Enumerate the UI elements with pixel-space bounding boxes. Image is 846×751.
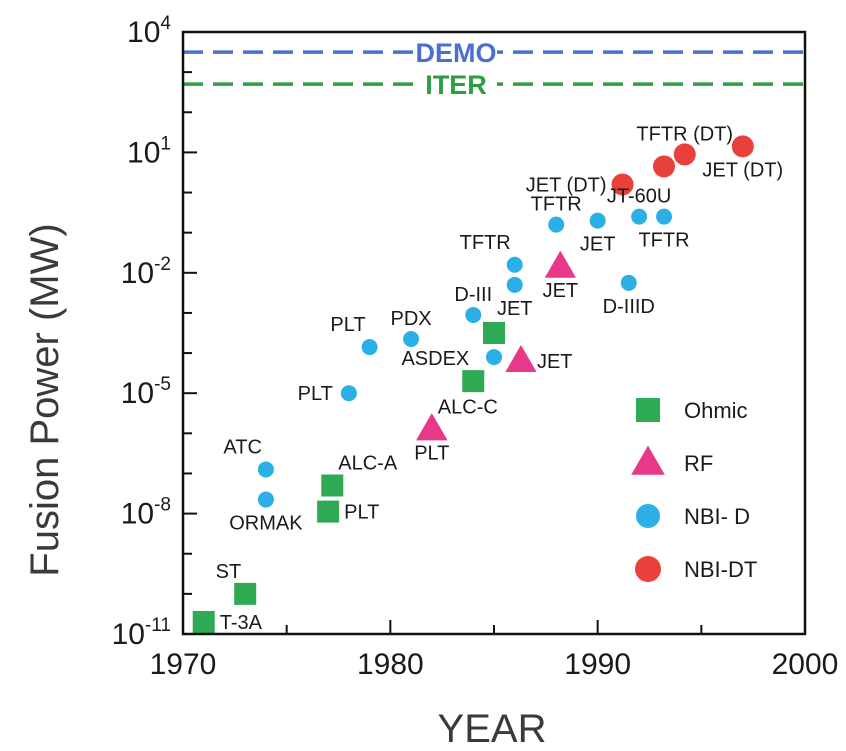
x-tick-label: 1980 [357,648,424,681]
y-tick-label: 10-8 [121,495,171,531]
point-label: D-IIID [603,296,655,318]
point-nbi-d [620,274,637,291]
point-rf [505,344,537,373]
y-axis-title: Fusion Power (MW) [23,223,67,576]
legend-marker-rf [631,445,665,475]
y-tick-label: 10-11 [112,615,171,651]
x-tick-label: 1970 [150,648,217,681]
legend-label-nbi-dt: NBI-DT [684,557,757,582]
point-nbi-d [340,385,357,402]
reference-label-bg [415,72,497,97]
legend-label-nbi-d: NBI- D [684,504,750,529]
point-nbi-d [486,349,502,366]
x-axis-title: YEAR [438,707,547,751]
point-label: JET [537,351,573,373]
legend-marker-ohmic [636,398,660,422]
y-tick-label: 104 [127,13,171,49]
y-tick-label: 10-2 [121,254,171,290]
reference-label-iter: ITER [425,70,487,100]
x-tick-label: 1990 [564,648,631,681]
point-label: PDX [391,308,432,330]
point-nbi-d [257,491,274,508]
point-nbi-d [656,208,673,225]
point-ohmic [317,500,340,523]
point-label: ASDEX [401,348,469,370]
point-rf [416,413,448,441]
legend-label-ohmic: Ohmic [684,398,748,423]
point-label: TFTR (DT) [636,123,733,145]
point-label: TFTR [638,230,689,252]
point-ohmic [234,582,257,605]
legend-marker-nbi-d [636,504,660,528]
point-nbi-d [257,461,274,478]
point-ohmic [192,610,215,633]
point-label: ORMAK [229,513,303,535]
point-label: JT-60U [607,186,671,208]
point-ohmic [321,474,344,497]
point-label: JET [580,234,616,256]
point-label: JET [497,298,533,320]
point-rf [544,250,576,278]
legend-label-rf: RF [684,451,713,476]
x-tick-label: 2000 [772,648,839,681]
point-label: PLT [344,502,379,524]
point-nbi-d [548,216,565,233]
y-tick-label: 10-5 [121,374,171,410]
point-label: D-III [454,284,492,306]
point-label: ALC-A [338,453,398,475]
reference-label-bg [415,40,497,65]
point-label: ATC [223,436,262,458]
y-tick-label: 101 [127,133,171,169]
point-nbi-d [403,331,420,348]
point-label: JET [543,280,579,302]
point-label: T-3A [220,612,263,634]
point-nbi-d [589,212,606,229]
point-nbi-d [465,306,482,323]
point-label: JET (DT) [526,175,607,197]
point-nbi-d [506,256,523,273]
point-nbi-dt [653,155,676,178]
point-label: JET (DT) [702,159,783,181]
point-ohmic [462,370,485,393]
point-label: PLT [330,314,365,336]
point-ohmic [483,322,505,344]
point-label: ALC-C [438,396,498,418]
point-nbi-d [506,276,523,293]
point-nbi-dt [673,143,696,166]
point-label: TFTR [531,194,582,216]
point-nbi-dt [731,135,754,158]
point-nbi-d [631,208,648,225]
point-label: PLT [298,383,333,405]
point-nbi-d [361,339,378,356]
point-label: PLT [414,442,449,464]
point-label: TFTR [460,232,511,254]
legend-marker-nbi-dt [635,556,661,582]
reference-label-demo: DEMO [416,38,497,68]
point-label: ST [216,561,242,583]
point-nbi-dt [611,173,634,196]
